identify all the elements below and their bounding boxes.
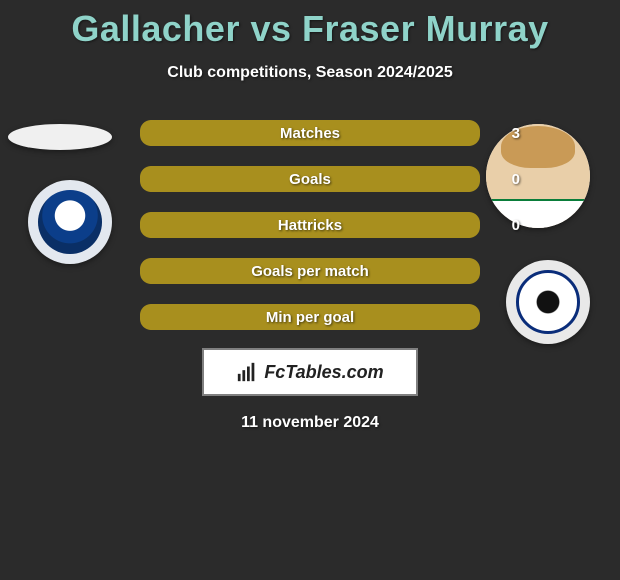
bar-label: Matches [140, 120, 480, 146]
bar-label: Goals [140, 166, 480, 192]
stat-bar-goals: Goals 0 [140, 166, 480, 192]
left-team-crest [28, 180, 112, 264]
date-text: 11 november 2024 [0, 414, 620, 432]
bar-value: 3 [512, 120, 520, 146]
right-team-crest [506, 260, 590, 344]
bar-label: Goals per match [140, 258, 480, 284]
attribution-text: FcTables.com [264, 362, 383, 383]
right-player-avatar [486, 124, 590, 228]
bar-value: 0 [512, 166, 520, 192]
bar-value: 0 [512, 212, 520, 238]
attribution-badge: FcTables.com [202, 348, 418, 396]
subtitle: Club competitions, Season 2024/2025 [0, 64, 620, 82]
stat-bar-matches: Matches 3 [140, 120, 480, 146]
stat-bar-min-per-goal: Min per goal [140, 304, 480, 330]
crest-icon [516, 270, 580, 334]
bar-label: Min per goal [140, 304, 480, 330]
crest-icon [38, 190, 102, 254]
stat-bar-goals-per-match: Goals per match [140, 258, 480, 284]
stat-bar-hattricks: Hattricks 0 [140, 212, 480, 238]
left-player-avatar [8, 124, 112, 150]
bar-chart-icon [236, 361, 258, 383]
face-icon [486, 124, 590, 228]
bar-label: Hattricks [140, 212, 480, 238]
page-title: Gallacher vs Fraser Murray [0, 0, 620, 50]
